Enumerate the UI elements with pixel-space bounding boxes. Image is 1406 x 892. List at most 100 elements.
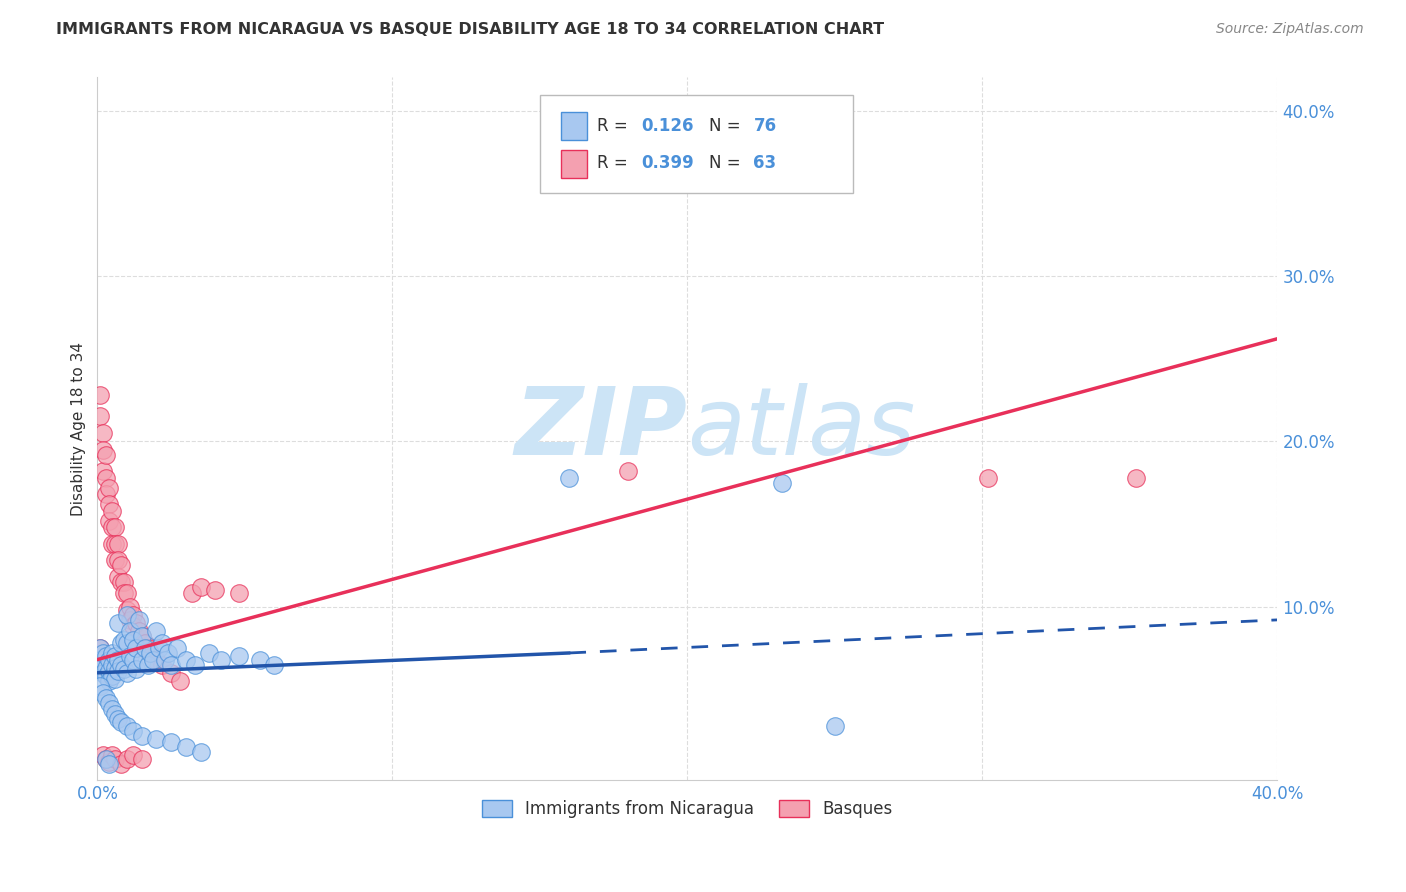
Point bbox=[128, 624, 150, 639]
Point bbox=[249, 652, 271, 666]
Point bbox=[96, 669, 118, 683]
Point bbox=[190, 580, 212, 594]
Point bbox=[180, 586, 202, 600]
Point bbox=[145, 624, 167, 639]
Point bbox=[118, 624, 141, 639]
Point bbox=[89, 388, 111, 402]
Point bbox=[169, 674, 191, 689]
Point bbox=[136, 640, 159, 655]
Point bbox=[115, 607, 138, 622]
Point bbox=[110, 574, 132, 589]
Point bbox=[104, 649, 127, 664]
Point bbox=[107, 537, 129, 551]
Point bbox=[115, 719, 138, 733]
Point bbox=[104, 520, 127, 534]
Point bbox=[101, 702, 124, 716]
Point bbox=[89, 679, 111, 693]
Point bbox=[824, 719, 846, 733]
Point bbox=[115, 636, 138, 650]
Point bbox=[134, 636, 156, 650]
Point bbox=[104, 553, 127, 567]
Point bbox=[104, 707, 127, 722]
Point bbox=[104, 673, 127, 687]
FancyBboxPatch shape bbox=[561, 150, 588, 178]
Point bbox=[145, 731, 167, 746]
Point bbox=[118, 613, 141, 627]
Point bbox=[558, 470, 581, 484]
Point bbox=[121, 748, 143, 763]
Point bbox=[91, 657, 114, 672]
Point bbox=[98, 497, 121, 511]
Point bbox=[91, 425, 114, 440]
Text: 76: 76 bbox=[754, 117, 776, 135]
Point bbox=[128, 613, 150, 627]
Point bbox=[104, 752, 127, 766]
Point bbox=[107, 553, 129, 567]
Point bbox=[101, 657, 124, 672]
Point bbox=[198, 646, 221, 660]
Point bbox=[131, 629, 153, 643]
Point bbox=[107, 570, 129, 584]
Point bbox=[160, 657, 183, 672]
Point bbox=[131, 729, 153, 743]
Text: N =: N = bbox=[709, 153, 745, 172]
Point bbox=[150, 636, 173, 650]
Point bbox=[617, 464, 640, 478]
Point bbox=[183, 657, 205, 672]
Point bbox=[98, 755, 121, 769]
Point bbox=[112, 632, 135, 647]
Point bbox=[125, 663, 148, 677]
Point bbox=[166, 640, 188, 655]
Text: R =: R = bbox=[596, 153, 633, 172]
Point bbox=[977, 470, 1000, 484]
Point bbox=[121, 652, 143, 666]
Point bbox=[101, 520, 124, 534]
Point bbox=[174, 652, 197, 666]
Point bbox=[131, 652, 153, 666]
Point bbox=[174, 740, 197, 755]
Point bbox=[150, 657, 173, 672]
Point bbox=[115, 752, 138, 766]
Point bbox=[104, 661, 127, 675]
Point bbox=[107, 652, 129, 666]
Y-axis label: Disability Age 18 to 34: Disability Age 18 to 34 bbox=[72, 342, 86, 516]
FancyBboxPatch shape bbox=[540, 95, 852, 194]
Point bbox=[121, 632, 143, 647]
Point bbox=[121, 723, 143, 738]
Point bbox=[131, 752, 153, 766]
Point bbox=[770, 475, 793, 490]
Legend: Immigrants from Nicaragua, Basques: Immigrants from Nicaragua, Basques bbox=[475, 793, 900, 825]
Point bbox=[89, 640, 111, 655]
FancyBboxPatch shape bbox=[561, 112, 588, 140]
Point bbox=[134, 640, 156, 655]
Text: atlas: atlas bbox=[688, 384, 915, 475]
Point bbox=[91, 464, 114, 478]
Point bbox=[101, 504, 124, 518]
Text: 0.399: 0.399 bbox=[641, 153, 695, 172]
Point bbox=[96, 752, 118, 766]
Point bbox=[101, 537, 124, 551]
Point bbox=[101, 646, 124, 660]
Point bbox=[91, 665, 114, 680]
Point bbox=[91, 646, 114, 660]
Point bbox=[153, 652, 176, 666]
Point bbox=[209, 652, 232, 666]
Point bbox=[104, 537, 127, 551]
Point bbox=[142, 652, 165, 666]
Point bbox=[125, 616, 148, 631]
Point bbox=[98, 696, 121, 710]
Text: N =: N = bbox=[709, 117, 745, 135]
Point bbox=[98, 652, 121, 666]
Point bbox=[190, 745, 212, 759]
Point bbox=[263, 657, 285, 672]
Point bbox=[118, 649, 141, 664]
Point bbox=[110, 636, 132, 650]
Point bbox=[96, 661, 118, 675]
Point bbox=[139, 646, 162, 660]
Point bbox=[110, 756, 132, 771]
Point bbox=[89, 640, 111, 655]
Point bbox=[125, 640, 148, 655]
Point bbox=[98, 674, 121, 689]
Point bbox=[96, 470, 118, 484]
Point bbox=[115, 586, 138, 600]
